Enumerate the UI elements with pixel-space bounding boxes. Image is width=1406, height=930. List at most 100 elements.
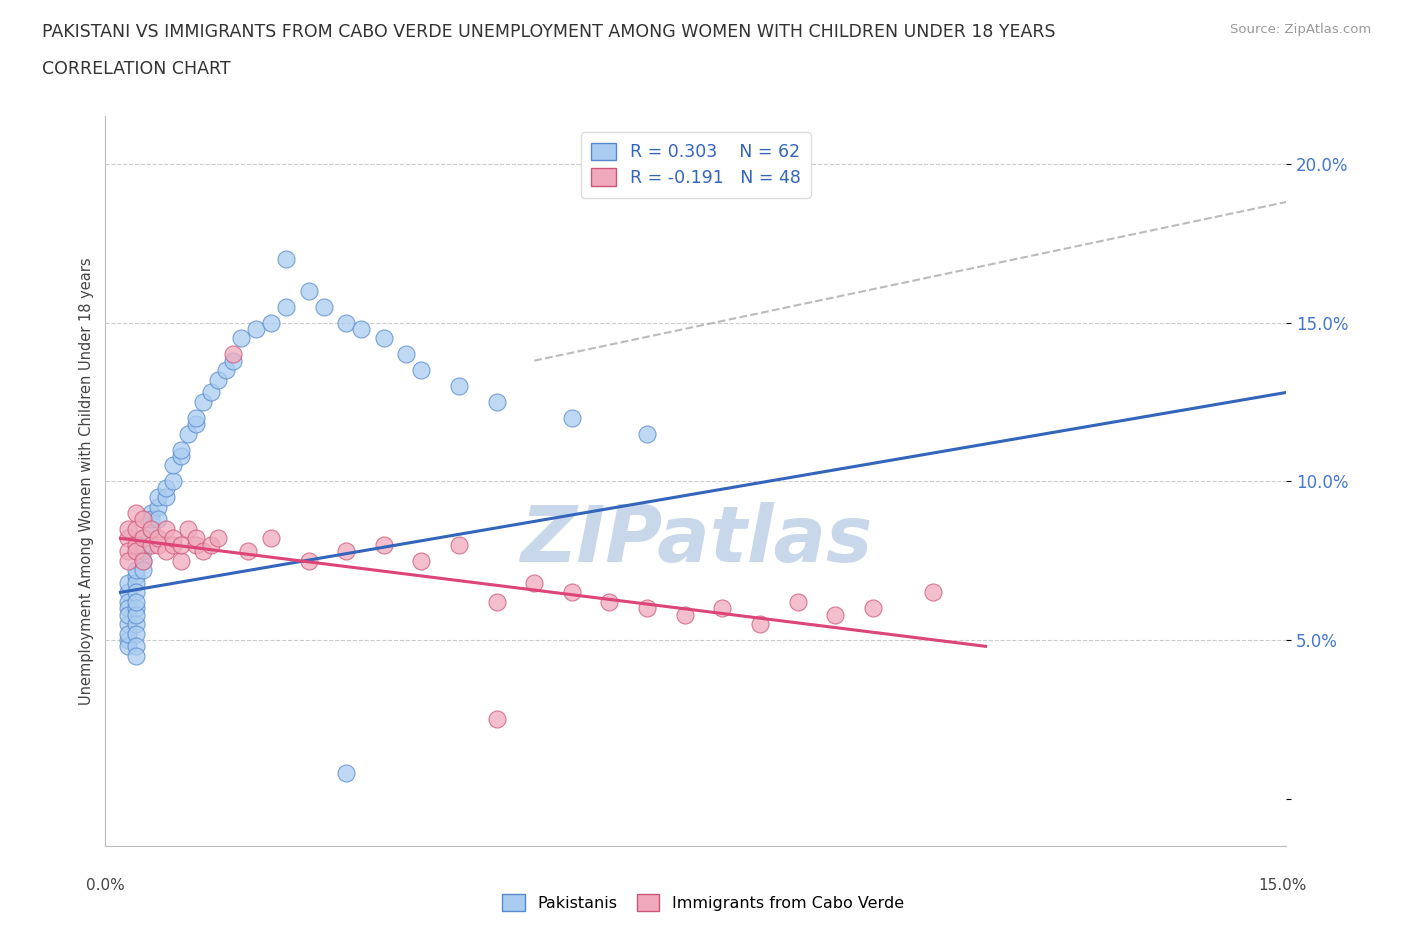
Point bbox=[132, 553, 155, 568]
Point bbox=[200, 538, 222, 552]
Legend: R = 0.303    N = 62, R = -0.191   N = 48: R = 0.303 N = 62, R = -0.191 N = 48 bbox=[581, 132, 811, 197]
Point bbox=[373, 538, 395, 552]
Point bbox=[170, 538, 193, 552]
Point bbox=[146, 499, 169, 514]
Point bbox=[117, 639, 139, 654]
Point bbox=[139, 506, 162, 521]
Point bbox=[132, 563, 155, 578]
Point bbox=[124, 538, 146, 552]
Point bbox=[335, 544, 357, 559]
Point bbox=[215, 363, 238, 378]
Point bbox=[132, 531, 155, 546]
Point bbox=[162, 531, 184, 546]
Text: 0.0%: 0.0% bbox=[86, 878, 125, 893]
Point bbox=[523, 576, 546, 591]
Point bbox=[350, 322, 373, 337]
Point bbox=[124, 626, 146, 641]
Point bbox=[748, 617, 770, 631]
Point bbox=[411, 363, 433, 378]
Point bbox=[274, 252, 297, 267]
Point bbox=[485, 394, 508, 409]
Point bbox=[146, 531, 169, 546]
Text: Source: ZipAtlas.com: Source: ZipAtlas.com bbox=[1230, 23, 1371, 36]
Point bbox=[184, 538, 207, 552]
Point bbox=[162, 458, 184, 472]
Point bbox=[673, 607, 696, 622]
Point bbox=[146, 538, 169, 552]
Point bbox=[162, 538, 184, 552]
Point bbox=[124, 585, 146, 600]
Point bbox=[139, 522, 162, 537]
Point bbox=[177, 522, 200, 537]
Point bbox=[824, 607, 846, 622]
Point bbox=[132, 538, 155, 552]
Point bbox=[124, 601, 146, 616]
Point bbox=[117, 522, 139, 537]
Text: PAKISTANI VS IMMIGRANTS FROM CABO VERDE UNEMPLOYMENT AMONG WOMEN WITH CHILDREN U: PAKISTANI VS IMMIGRANTS FROM CABO VERDE … bbox=[42, 23, 1056, 41]
Point bbox=[117, 553, 139, 568]
Point bbox=[312, 299, 335, 314]
Point bbox=[124, 563, 146, 578]
Point bbox=[222, 347, 245, 362]
Point bbox=[207, 531, 229, 546]
Point bbox=[117, 594, 139, 609]
Text: 15.0%: 15.0% bbox=[1258, 878, 1306, 893]
Point bbox=[193, 394, 215, 409]
Point bbox=[297, 553, 319, 568]
Point bbox=[124, 648, 146, 663]
Point bbox=[155, 490, 177, 505]
Point bbox=[124, 506, 146, 521]
Point bbox=[117, 626, 139, 641]
Point bbox=[132, 553, 155, 568]
Point bbox=[132, 544, 155, 559]
Point bbox=[124, 522, 146, 537]
Point bbox=[485, 711, 508, 726]
Text: ZIPatlas: ZIPatlas bbox=[520, 501, 872, 578]
Point bbox=[117, 607, 139, 622]
Point bbox=[786, 594, 808, 609]
Point bbox=[335, 315, 357, 330]
Point bbox=[636, 601, 658, 616]
Point bbox=[146, 490, 169, 505]
Point bbox=[132, 512, 155, 526]
Point bbox=[170, 448, 193, 463]
Point bbox=[170, 553, 193, 568]
Point bbox=[177, 426, 200, 441]
Point bbox=[245, 322, 267, 337]
Point bbox=[139, 538, 162, 552]
Point bbox=[711, 601, 734, 616]
Point bbox=[162, 473, 184, 489]
Point bbox=[170, 442, 193, 457]
Point bbox=[139, 512, 162, 526]
Point bbox=[922, 585, 945, 600]
Point bbox=[297, 284, 319, 299]
Point bbox=[117, 617, 139, 631]
Point bbox=[200, 385, 222, 400]
Point bbox=[636, 426, 658, 441]
Point bbox=[124, 594, 146, 609]
Point bbox=[207, 372, 229, 387]
Point bbox=[229, 331, 252, 346]
Point bbox=[117, 576, 139, 591]
Point bbox=[184, 417, 207, 432]
Point bbox=[373, 331, 395, 346]
Point bbox=[260, 531, 283, 546]
Point bbox=[124, 617, 146, 631]
Point bbox=[193, 544, 215, 559]
Point bbox=[260, 315, 283, 330]
Legend: Pakistanis, Immigrants from Cabo Verde: Pakistanis, Immigrants from Cabo Verde bbox=[496, 888, 910, 917]
Y-axis label: Unemployment Among Women with Children Under 18 years: Unemployment Among Women with Children U… bbox=[79, 258, 94, 705]
Point bbox=[485, 594, 508, 609]
Point bbox=[561, 585, 583, 600]
Point bbox=[447, 538, 470, 552]
Point bbox=[117, 601, 139, 616]
Point bbox=[146, 512, 169, 526]
Point bbox=[238, 544, 260, 559]
Text: CORRELATION CHART: CORRELATION CHART bbox=[42, 60, 231, 78]
Point bbox=[124, 569, 146, 584]
Point bbox=[117, 585, 139, 600]
Point bbox=[155, 544, 177, 559]
Point bbox=[222, 353, 245, 368]
Point bbox=[155, 480, 177, 495]
Point bbox=[117, 531, 139, 546]
